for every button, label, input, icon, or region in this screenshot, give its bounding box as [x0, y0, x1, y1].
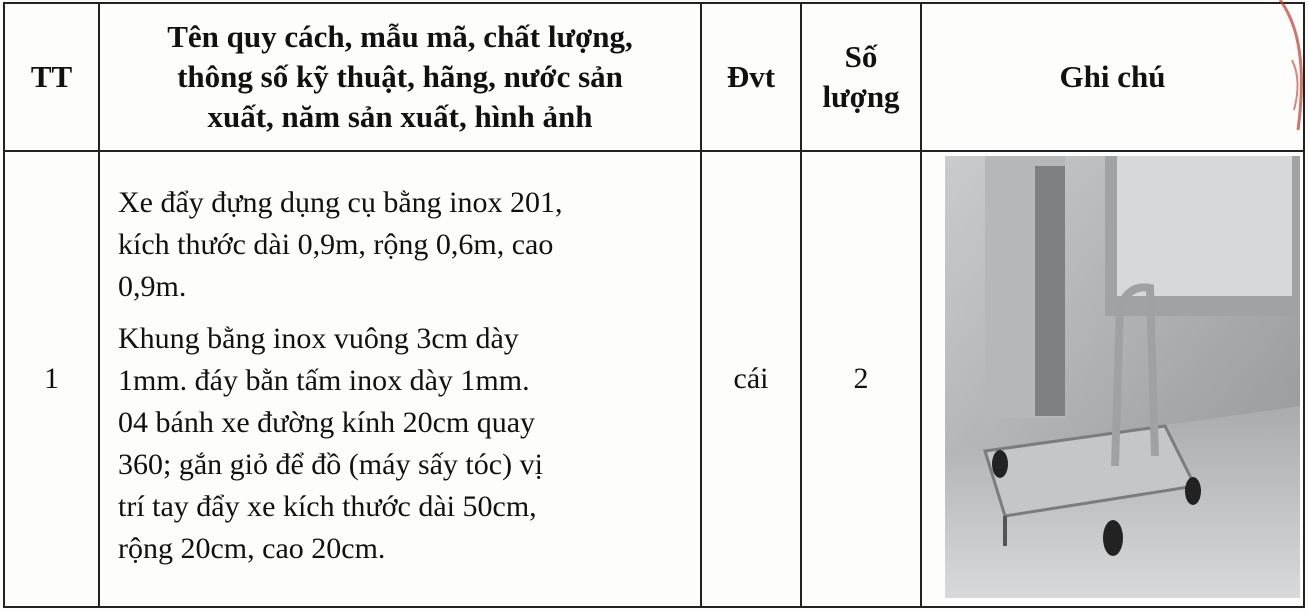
header-text: Số: [844, 39, 878, 74]
paragraph: Khung bằng inox vuông 3cm dày 1mm. đáy bằ…: [118, 318, 698, 570]
border: [3, 2, 1305, 4]
header-text: lượng: [822, 79, 900, 114]
header-text: Ghi chú: [1059, 59, 1166, 94]
text-line: trí tay đẩy xe kích thước dài 50cm,: [118, 490, 537, 523]
quantity: 2: [802, 152, 920, 606]
border: [3, 150, 1305, 152]
header-text: Tên quy cách, mẫu mã, chất lượng,: [167, 19, 633, 54]
cell-text: 2: [853, 362, 869, 395]
border: [1303, 2, 1305, 608]
text-line: 0,9m.: [118, 270, 187, 303]
unit: cái: [702, 152, 800, 606]
header-cell: Đvt: [702, 4, 800, 150]
text-line: Xe đẩy đựng dụng cụ bằng inox 201,: [118, 186, 563, 219]
text-line: 360; gắn giỏ để đồ (máy sấy tóc) vị: [118, 448, 543, 481]
cell-text: cái: [733, 362, 769, 395]
header-text: Đvt: [726, 59, 776, 94]
text-line: kích thước dài 0,9m, rộng 0,6m, cao: [118, 228, 554, 261]
paragraph: Xe đẩy đựng dụng cụ bằng inox 201, kích t…: [118, 182, 698, 308]
header-text: xuất, năm sản xuất, hình ảnh: [207, 99, 593, 134]
header-text: TT: [30, 59, 73, 94]
header-cell: Tên quy cách, mẫu mã, chất lượng, thông s…: [100, 4, 700, 150]
border: [3, 2, 5, 608]
description: Xe đẩy đựng dụng cụ bằng inox 201, kích t…: [118, 182, 698, 580]
border: [800, 2, 802, 608]
border: [3, 606, 1305, 608]
row-number: 1: [5, 152, 98, 606]
text-line: 1mm. đáy bằn tấm inox dày 1mm.: [118, 364, 530, 397]
border: [920, 2, 922, 608]
border: [700, 2, 702, 608]
stamp: [1278, 0, 1303, 131]
header-cell: TT: [5, 4, 98, 150]
text-line: rộng 20cm, cao 20cm.: [118, 532, 386, 565]
header-cell: Số lượng: [802, 4, 920, 150]
header-cell: Ghi chú: [922, 4, 1303, 150]
text-line: 04 bánh xe đường kính 20cm quay: [118, 406, 536, 439]
product-photo: [945, 156, 1300, 598]
cell-text: 1: [44, 362, 59, 395]
text-line: Khung bằng inox vuông 3cm dày: [118, 322, 519, 355]
header-text: thông số kỹ thuật, hãng, nước sản: [177, 59, 623, 94]
border: [98, 2, 100, 608]
